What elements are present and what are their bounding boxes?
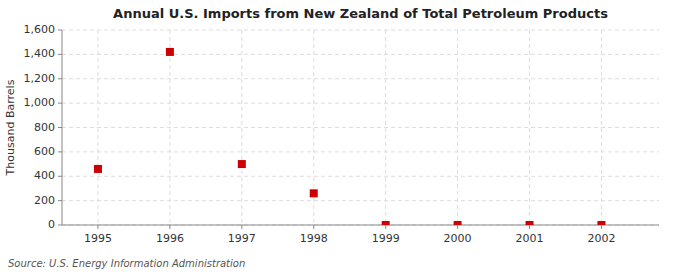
y-tick [58, 78, 62, 79]
chart-container: 0 200 400 600 800 1,000 1,200 1,400 1,600 1995 199… [0, 0, 675, 275]
y-tick [58, 54, 62, 55]
y-grid-line [62, 200, 659, 201]
x-tick [169, 225, 170, 229]
y-grid-line [62, 30, 659, 31]
axes: 0 200 400 600 800 1,000 1,200 1,400 1,600 1995 199… [24, 23, 660, 245]
y-tick-label: 1,400 [24, 47, 56, 60]
x-grid-line [169, 30, 170, 225]
y-tick-label: 1,600 [24, 23, 56, 36]
x-tick [529, 225, 530, 229]
x-tick-label: 1997 [228, 232, 256, 245]
y-tick [58, 30, 62, 31]
y-tick [58, 151, 62, 152]
x-axis-line [62, 225, 659, 226]
y-axis-line [62, 30, 63, 225]
y-tick-label: 200 [34, 194, 55, 207]
x-grid-line [529, 30, 530, 225]
data-point [238, 160, 246, 168]
x-grid-line [241, 30, 242, 225]
x-tick-label: 1996 [156, 232, 184, 245]
y-grid-line [62, 127, 659, 128]
y-tick-label: 400 [34, 169, 55, 182]
y-grid-line [62, 176, 659, 177]
grid [62, 30, 659, 225]
y-grid-line [62, 225, 659, 226]
plot-area [62, 30, 659, 225]
x-grid-line [457, 30, 458, 225]
y-tick [58, 176, 62, 177]
data-point [526, 221, 534, 225]
y-grid-line [62, 151, 659, 152]
x-tick [601, 225, 602, 229]
y-grid-line [62, 103, 659, 104]
data-point [94, 165, 102, 173]
y-axis-label: Thousand Barrels [4, 79, 17, 176]
y-tick [58, 127, 62, 128]
y-tick [58, 103, 62, 104]
x-tick-label: 1998 [300, 232, 328, 245]
x-tick [97, 225, 98, 229]
x-grid-line [601, 30, 602, 225]
data-point [597, 221, 605, 225]
x-grid-line [385, 30, 386, 225]
x-tick [457, 225, 458, 229]
chart-title: Annual U.S. Imports from New Zealand of … [113, 6, 608, 21]
chart-svg: 0 200 400 600 800 1,000 1,200 1,400 1,600 1995 199… [0, 0, 675, 275]
data-point [310, 189, 318, 197]
x-tick-label: 2000 [444, 232, 472, 245]
y-tick [58, 200, 62, 201]
x-tick [241, 225, 242, 229]
y-tick [58, 225, 62, 226]
points [94, 48, 605, 225]
y-grid-line [62, 54, 659, 55]
x-grid-line [97, 30, 98, 225]
y-tick-label: 1,000 [24, 96, 56, 109]
y-tick-label: 800 [34, 121, 55, 134]
x-tick-label: 1999 [372, 232, 400, 245]
x-tick-label: 1995 [84, 232, 112, 245]
source-note: Source: U.S. Energy Information Administ… [8, 258, 245, 269]
y-tick-label: 600 [34, 145, 55, 158]
y-tick-label: 1,200 [24, 72, 56, 85]
y-tick-label: 0 [48, 218, 55, 231]
data-point [454, 221, 462, 225]
x-tick [385, 225, 386, 229]
x-tick [313, 225, 314, 229]
x-tick-label: 2001 [516, 232, 544, 245]
y-grid-line [62, 78, 659, 79]
data-point [166, 48, 174, 56]
data-point [382, 221, 390, 225]
x-tick-label: 2002 [587, 232, 615, 245]
